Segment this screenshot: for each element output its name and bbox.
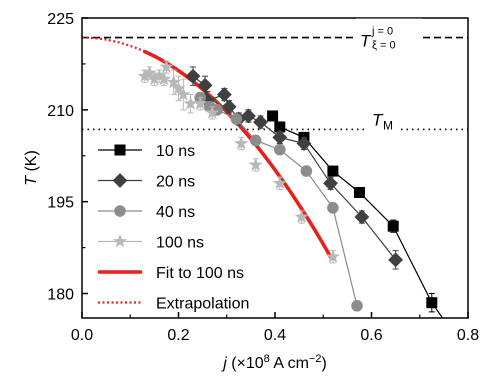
- legend-item: 20 ns: [98, 173, 195, 191]
- series-100-ns: [137, 59, 340, 264]
- legend-marker: [112, 173, 128, 188]
- x-axis-var: j: [221, 355, 227, 372]
- x-axis-close: ): [321, 355, 326, 372]
- data-point: [230, 113, 243, 125]
- data-point: [249, 134, 262, 147]
- y-tick-label: 195: [47, 195, 74, 212]
- ref-label-main: T: [360, 32, 372, 51]
- series-20-ns: [185, 66, 404, 270]
- data-point: [426, 297, 438, 309]
- y-tick-label: 225: [47, 11, 74, 28]
- data-point: [274, 121, 286, 133]
- data-point: [166, 74, 181, 89]
- ref-label-main: T: [372, 110, 384, 129]
- legend-label: 10 ns: [156, 143, 195, 160]
- legend-label: 20 ns: [156, 174, 195, 191]
- data-point: [234, 136, 249, 150]
- data-point: [205, 105, 220, 119]
- data-point: [200, 93, 215, 109]
- data-point: [323, 175, 338, 191]
- data-point: [185, 68, 201, 84]
- data-point: [353, 186, 365, 198]
- data-point: [159, 59, 174, 73]
- ref-label-bg: [356, 18, 422, 55]
- y-axis-title: T (K): [23, 150, 40, 186]
- data-point: [183, 96, 198, 110]
- data-point: [171, 80, 186, 95]
- data-point: [193, 96, 208, 110]
- y-tick-label: 180: [47, 287, 74, 304]
- error-bar: [448, 324, 454, 336]
- data-point: [253, 114, 268, 130]
- data-point: [216, 87, 232, 102]
- x-tick-label: 0.6: [360, 327, 382, 344]
- x-axis-exp2: −2: [309, 353, 322, 365]
- data-point: [248, 157, 263, 171]
- data-series: [137, 59, 457, 336]
- legend-label: Fit to 100 ns: [156, 265, 244, 282]
- series-line: [192, 75, 397, 261]
- data-point: [388, 252, 404, 268]
- x-axis-title: j (×108 A cm−2): [221, 353, 327, 372]
- x-tick-label: 0.8: [457, 327, 479, 344]
- legend-item: 10 ns: [98, 143, 195, 160]
- data-point: [176, 87, 191, 101]
- legend-label: 100 ns: [156, 235, 204, 252]
- ref-label-sup: j = 0: [371, 26, 393, 38]
- data-point: [446, 325, 457, 336]
- legend-item: Fit to 100 ns: [98, 265, 244, 282]
- data-point: [274, 143, 286, 156]
- data-point: [137, 68, 152, 83]
- ref-label-sub: ξ = 0: [372, 40, 396, 52]
- data-point: [300, 165, 313, 177]
- data-point: [152, 68, 167, 83]
- x-axis-unit2: A cm: [270, 355, 309, 372]
- legend-marker: [114, 144, 126, 156]
- x-tick-label: 0.4: [264, 327, 286, 344]
- extrapolation-curve: [81, 36, 146, 53]
- axis-ticks: 0.0 0.2 0.4 0.6 0.8 180 195 210 225: [47, 11, 479, 344]
- data-point: [387, 220, 399, 232]
- data-point: [272, 129, 288, 145]
- x-tick-label: 0.0: [71, 327, 93, 344]
- data-point: [325, 249, 340, 263]
- data-point: [272, 175, 287, 190]
- data-point: [156, 71, 172, 86]
- x-axis-unit: (×10: [227, 355, 264, 372]
- data-point: [296, 136, 312, 151]
- y-axis-unit: (K): [23, 150, 40, 176]
- legend-marker: [114, 205, 126, 217]
- data-point: [142, 65, 157, 80]
- legend-item: 40 ns: [98, 204, 195, 221]
- data-point: [327, 202, 339, 214]
- y-axis-var: T: [23, 175, 40, 186]
- legend-marker: [112, 234, 128, 248]
- legend-label: 40 ns: [156, 204, 195, 221]
- data-point: [327, 165, 339, 177]
- data-point: [221, 99, 237, 115]
- data-point: [294, 209, 309, 223]
- legend-label: Extrapolation: [156, 296, 249, 313]
- data-point: [147, 71, 162, 86]
- legend-item: 100 ns: [98, 234, 204, 252]
- x-tick-label: 0.2: [167, 327, 189, 344]
- y-tick-label: 210: [47, 103, 74, 120]
- x-axis-exp: 8: [264, 353, 270, 365]
- legend: 10 ns 20 ns 40 ns 100 ns Fit to 100 ns Extrap…: [98, 143, 249, 313]
- data-point: [197, 77, 213, 93]
- ref-label-sub: M: [383, 118, 393, 132]
- legend-item: Extrapolation: [98, 296, 249, 313]
- data-point: [351, 299, 363, 312]
- data-point: [354, 209, 370, 225]
- ref-label-bg: [368, 109, 400, 134]
- data-point: [267, 110, 279, 122]
- data-point: [241, 108, 256, 124]
